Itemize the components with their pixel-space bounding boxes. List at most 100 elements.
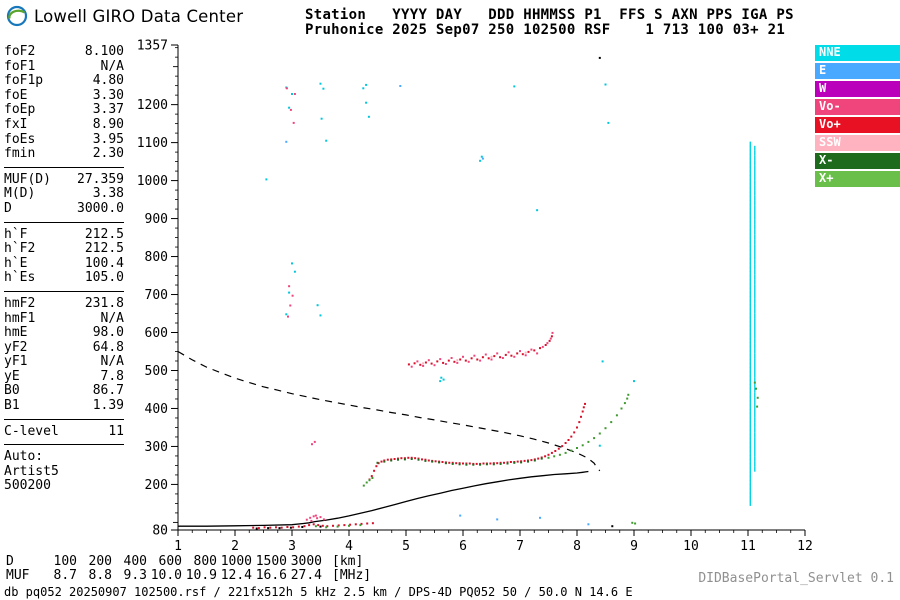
svg-text:200: 200 xyxy=(145,478,168,493)
autoscaling-line: 500200 xyxy=(4,478,51,494)
svg-text:600: 600 xyxy=(145,326,168,341)
param-row-yf1: yF1 N/A xyxy=(4,355,124,370)
param-row-yf2: yF2 64.8 xyxy=(4,339,124,356)
muf-row: MUF 8.7 8.8 9.3 10.0 10.9 12.4 16.6 27.4 [MHz] xyxy=(6,569,371,583)
svg-text:4: 4 xyxy=(345,539,353,554)
d-row-value: 200 xyxy=(88,554,112,569)
param-group: foF2 8.100 foF1 N/A foF1p 4.80 foE 3.30 foEp 3.37… xyxy=(4,40,124,167)
param-name: D xyxy=(4,200,12,216)
param-name: foEp xyxy=(4,102,36,118)
param-row-ye: yE 7.8 xyxy=(4,368,124,385)
param-value: 212.5 xyxy=(84,241,124,257)
legend-item-vo: Vo- xyxy=(815,99,900,115)
legend-item-ssw: SSW xyxy=(815,135,900,151)
svg-text:5: 5 xyxy=(402,539,410,554)
param-value: 11 xyxy=(108,423,124,439)
param-row-foes: foEs 3.95 xyxy=(4,131,124,148)
param-row-hmf2: hmF2 231.8 xyxy=(4,295,124,312)
param-name: B1 xyxy=(4,398,20,414)
svg-text:400: 400 xyxy=(145,402,168,417)
param-row-fof1p: foF1p 4.80 xyxy=(4,74,124,89)
param-value: 8.100 xyxy=(84,44,124,59)
svg-text:300: 300 xyxy=(145,440,168,455)
svg-text:500: 500 xyxy=(145,364,168,379)
svg-text:1200: 1200 xyxy=(137,98,168,113)
muf-row-label: MUF xyxy=(6,568,30,583)
param-value: 4.80 xyxy=(92,73,124,89)
d-row-value: 1500 xyxy=(255,554,287,569)
d-row-value: 400 xyxy=(123,554,147,569)
param-value: 3.30 xyxy=(92,87,124,103)
param-name: foF1p xyxy=(4,73,44,89)
param-name: yE xyxy=(4,368,20,384)
param-value: 27.359 xyxy=(77,171,124,187)
param-value: 64.8 xyxy=(92,339,124,355)
param-row-hes: h`Es 105.0 xyxy=(4,271,124,286)
param-name: fmin xyxy=(4,146,36,162)
svg-text:8: 8 xyxy=(573,539,581,554)
param-row-md: M(D) 3.38 xyxy=(4,187,124,202)
param-row-hf2: h`F2 212.5 xyxy=(4,242,124,257)
muf-row-value: 10.9 xyxy=(185,568,217,583)
param-value: 100.4 xyxy=(84,255,124,271)
svg-text:9: 9 xyxy=(630,539,638,554)
d-row-unit: [km] xyxy=(332,554,364,569)
param-row-mufd: MUF(D) 27.359 xyxy=(4,171,124,188)
param-name: hmE xyxy=(4,325,28,341)
param-value: 7.8 xyxy=(100,368,124,384)
param-row-he: h`E 100.4 xyxy=(4,255,124,272)
muf-row-value: 16.6 xyxy=(255,568,287,583)
servlet-version: DIDBasePortal_Servlet 0.1 xyxy=(698,571,894,586)
svg-text:80: 80 xyxy=(152,524,168,539)
muf-row-value: 8.8 xyxy=(88,568,112,583)
param-value: 231.8 xyxy=(84,295,124,311)
param-row-d: D 3000.0 xyxy=(4,200,124,217)
param-value: 3.38 xyxy=(92,186,124,202)
legend-item-e: E xyxy=(815,63,900,79)
svg-text:1100: 1100 xyxy=(137,136,168,151)
d-muf-table: D 100 200 400 600 800 1000 1500 3000 [km] MUF 8.7 8.… xyxy=(6,555,371,583)
param-value: 3000.0 xyxy=(77,200,124,216)
param-name: hmF1 xyxy=(4,310,36,326)
legend-item-vo: Vo+ xyxy=(815,117,900,133)
param-name: h`F xyxy=(4,226,28,242)
param-value: 105.0 xyxy=(84,270,124,286)
param-name: C-level xyxy=(4,423,59,439)
svg-text:1000: 1000 xyxy=(137,174,168,189)
param-group: C-level 11 xyxy=(4,418,124,445)
status-line: db pq052 20250907 102500.rsf / 221fx512h… xyxy=(4,585,633,599)
legend-item-nne: NNE xyxy=(815,45,900,61)
doppler-legend: NNE E W Vo- Vo+ SSW X- X+ xyxy=(815,45,900,189)
d-row-value: 1000 xyxy=(220,554,252,569)
muf-row-value: 8.7 xyxy=(53,568,77,583)
svg-text:12: 12 xyxy=(797,539,813,554)
svg-text:11: 11 xyxy=(740,539,756,554)
param-name: foF2 xyxy=(4,44,36,59)
legend-item-w: W xyxy=(815,81,900,97)
param-row-fxi: fxI 8.90 xyxy=(4,117,124,133)
param-value: N/A xyxy=(100,310,124,326)
param-name: MUF(D) xyxy=(4,171,51,187)
param-group: h`F 212.5 h`F2 212.5 h`E 100.4 h`Es 105.0 xyxy=(4,221,124,291)
param-name: yF1 xyxy=(4,354,28,370)
station-header-line2: Pruhonice 2025 Sep07 250 102500 RSF 1 71… xyxy=(305,22,786,38)
param-row-hmf1: hmF1 N/A xyxy=(4,310,124,327)
legend-item-x: X+ xyxy=(815,171,900,187)
param-name: yF2 xyxy=(4,339,28,355)
param-value: 3.37 xyxy=(92,102,124,118)
legend-item-x: X- xyxy=(815,153,900,169)
param-value: N/A xyxy=(100,354,124,370)
station-header-line1: Station YYYY DAY DDD HHMMSS P1 FFS S AXN… xyxy=(305,7,794,23)
svg-text:700: 700 xyxy=(145,288,168,303)
svg-text:800: 800 xyxy=(145,250,168,265)
brand-title: Lowell GIRO Data Center xyxy=(34,6,244,26)
svg-text:900: 900 xyxy=(145,212,168,227)
param-row-clevel: C-level 11 xyxy=(4,423,124,440)
brand: Lowell GIRO Data Center xyxy=(6,5,243,27)
param-name: h`Es xyxy=(4,270,36,286)
d-row-value: 600 xyxy=(158,554,182,569)
param-value: 2.30 xyxy=(92,146,124,162)
param-value: 3.95 xyxy=(92,131,124,147)
